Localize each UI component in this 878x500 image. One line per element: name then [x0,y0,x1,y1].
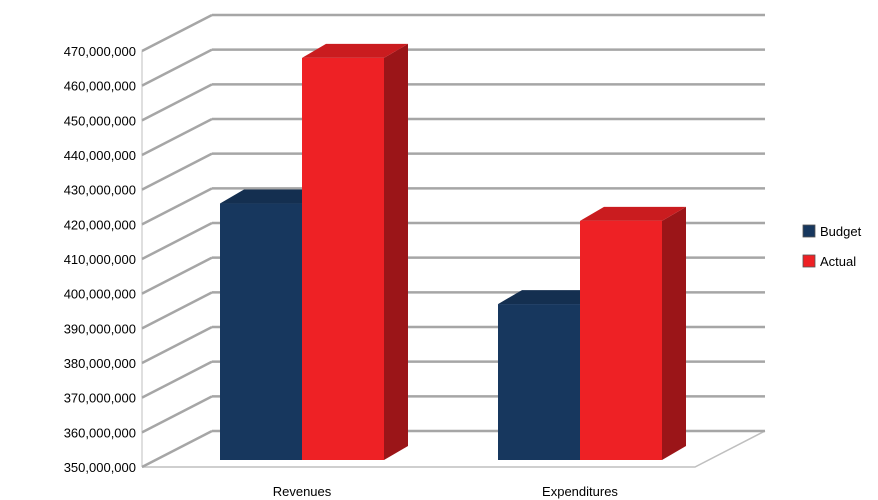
bar-top [498,290,604,305]
bar-front [498,304,580,460]
legend: Budget Actual [802,224,862,269]
bar-top [302,43,408,58]
y-tick-label: 470,000,000 [64,44,136,59]
y-tick-label: 380,000,000 [64,356,136,371]
bar-side [662,206,686,460]
legend-label: Budget [820,224,862,239]
y-tick-label: 430,000,000 [64,183,136,198]
bar-front [580,220,662,460]
legend-label: Actual [820,254,856,269]
gridline-side [141,256,213,295]
y-tick-label: 370,000,000 [64,391,136,406]
x-tick-label: Revenues [273,484,332,499]
bar-top [220,189,326,204]
y-tick-label: 400,000,000 [64,287,136,302]
y-tick-label: 350,000,000 [64,460,136,475]
bar [302,43,408,460]
bar [580,206,686,460]
y-tick-label: 450,000,000 [64,113,136,128]
x-tick-label: Expenditures [542,484,618,499]
y-tick-label: 460,000,000 [64,79,136,94]
bar-front [220,203,302,461]
bar-front [302,57,384,460]
gridline-side [141,152,213,191]
gridline-side [141,48,213,87]
gridline-side [141,291,213,330]
gridline-side [141,360,213,399]
bar-top [580,206,686,221]
gridline-side [141,429,213,469]
gridline-side [141,221,213,261]
y-tick-label: 390,000,000 [64,321,136,336]
gridline-side [141,117,213,157]
gridline-side [141,395,213,434]
bar-side [384,43,408,460]
gridline-side [141,83,213,122]
y-axis-ticks: 350,000,000 360,000,000 370,000,000 380,000… [64,44,136,475]
y-tick-label: 360,000,000 [64,425,136,440]
y-tick-label: 420,000,000 [64,217,136,232]
floor-edge [142,430,766,468]
x-axis-labels: Revenues Expenditures [273,484,619,499]
bars [220,43,686,461]
gridline-side [141,13,213,53]
gridline-side [141,325,213,365]
y-tick-label: 440,000,000 [64,148,136,163]
legend-swatch [802,254,816,268]
y-tick-label: 410,000,000 [64,252,136,267]
gridline-side [141,187,213,226]
legend-swatch [802,224,816,238]
